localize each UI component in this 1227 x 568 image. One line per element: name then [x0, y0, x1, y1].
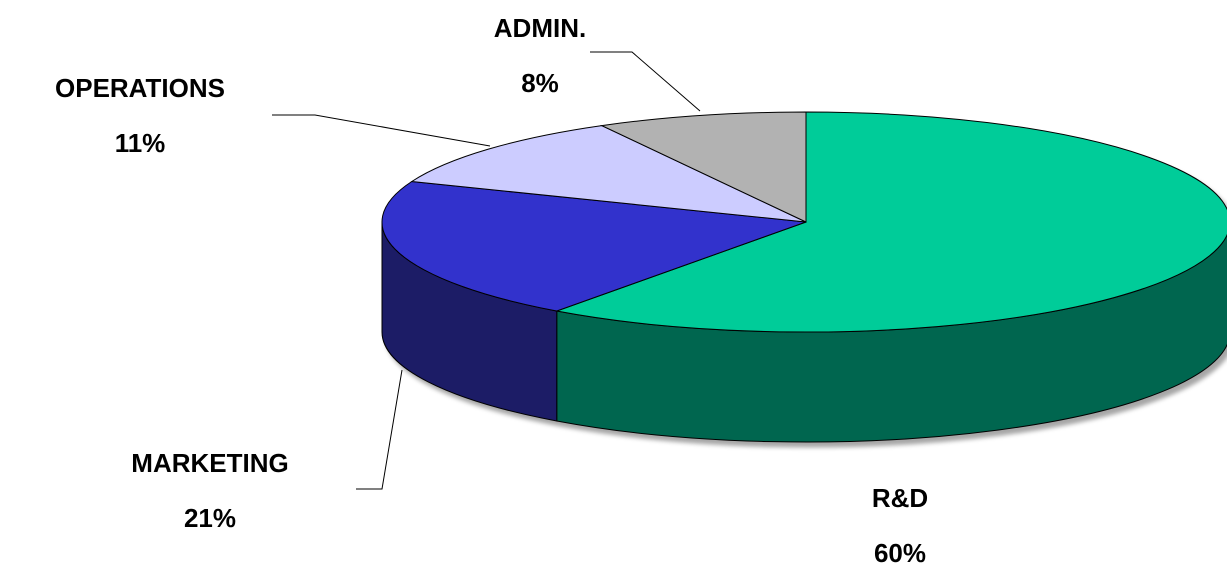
slice-value-label: 8%	[521, 68, 559, 98]
slice	[381, 180, 807, 312]
slice-value-label: 11%	[115, 128, 166, 158]
slice-label: OPERATIONS	[55, 73, 225, 103]
leader-line	[272, 114, 491, 147]
labels: R&D 60% MARKETING 21% OPERATIONS 11% ADMIN. 8%	[55, 13, 928, 568]
slice-label: R&D	[872, 483, 928, 513]
leader-line	[590, 51, 701, 112]
slice	[600, 111, 807, 223]
pie	[381, 111, 1227, 443]
leader-line	[356, 369, 403, 490]
slice	[554, 111, 1227, 333]
slice-value-label: 21%	[184, 503, 236, 533]
slice	[410, 125, 807, 223]
slice-label: MARKETING	[131, 448, 288, 478]
slice-value-label: 60%	[874, 538, 926, 568]
slice-label: ADMIN.	[494, 13, 586, 43]
